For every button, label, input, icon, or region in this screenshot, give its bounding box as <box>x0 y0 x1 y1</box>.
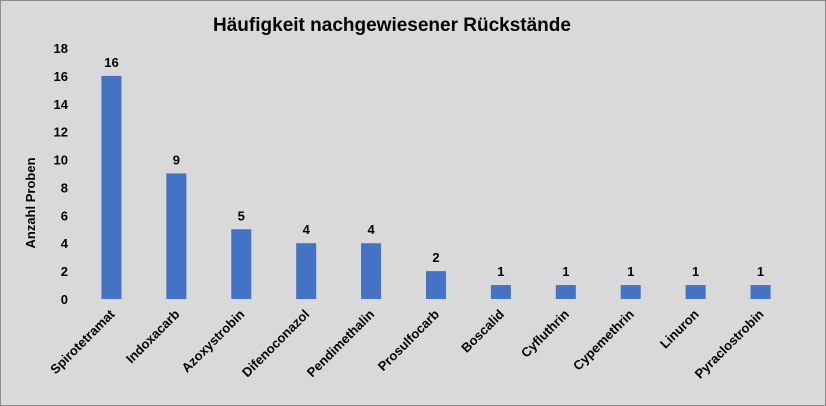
x-tick-label: Linuron <box>657 306 702 351</box>
data-label: 2 <box>432 250 439 265</box>
y-tick-label: 14 <box>54 97 69 112</box>
y-tick-label: 0 <box>61 292 68 307</box>
data-label: 4 <box>367 222 375 237</box>
bar <box>555 285 576 299</box>
data-label: 5 <box>238 208 245 223</box>
y-tick-label: 18 <box>54 41 68 56</box>
data-label: 1 <box>562 264 569 279</box>
bar <box>620 285 641 299</box>
y-tick-label: 6 <box>61 208 68 223</box>
data-label: 16 <box>104 55 118 70</box>
bar <box>166 173 187 299</box>
data-labels: 16 9 5 4 4 2 1 1 1 1 1 <box>104 55 764 279</box>
y-tick-label: 10 <box>54 153 68 168</box>
data-label: 1 <box>497 264 504 279</box>
x-tick-label: Difenoconazol <box>239 307 312 380</box>
data-label: 9 <box>173 153 180 168</box>
y-tick-label: 8 <box>61 180 68 195</box>
x-tick-label: Azoxystrobin <box>179 306 248 375</box>
y-tick-label: 2 <box>61 264 68 279</box>
bar <box>426 271 446 299</box>
x-tick-label: Spirotetramat <box>47 306 118 377</box>
x-tick-label: Indoxacarb <box>123 306 183 366</box>
bar <box>750 285 771 299</box>
chart-title: Häufigkeit nachgewiesener Rückstände <box>213 15 571 36</box>
y-tick-label: 12 <box>54 125 68 140</box>
y-axis-label: Anzahl Proben <box>23 157 38 248</box>
data-label: 1 <box>757 264 764 279</box>
x-tick-label: Boscalid <box>458 306 507 355</box>
bar <box>490 285 511 299</box>
data-label: 4 <box>303 222 311 237</box>
x-tick-label: Prosulfocarb <box>375 306 442 373</box>
bar <box>296 243 317 299</box>
bar <box>101 75 122 299</box>
bars <box>101 75 771 299</box>
bar <box>361 243 382 299</box>
x-tick-label: Cyfluthrin <box>518 306 572 360</box>
y-tick-label: 16 <box>54 69 68 84</box>
y-tick-label: 4 <box>61 236 69 251</box>
data-label: 1 <box>627 264 634 279</box>
x-axis: Spirotetramat IndoxacarbAzoxystrobinDifen… <box>47 306 767 381</box>
x-tick-label: Cypemethrin <box>570 306 637 373</box>
data-label: 1 <box>692 264 699 279</box>
bar <box>685 285 706 299</box>
x-tick-label: Pendimethalin <box>304 306 377 379</box>
y-axis: 0 2 4 6 8 10 12 14 16 18 <box>54 41 69 307</box>
x-tick-label: Pyraclostrobin <box>692 306 767 381</box>
bar <box>231 229 252 299</box>
